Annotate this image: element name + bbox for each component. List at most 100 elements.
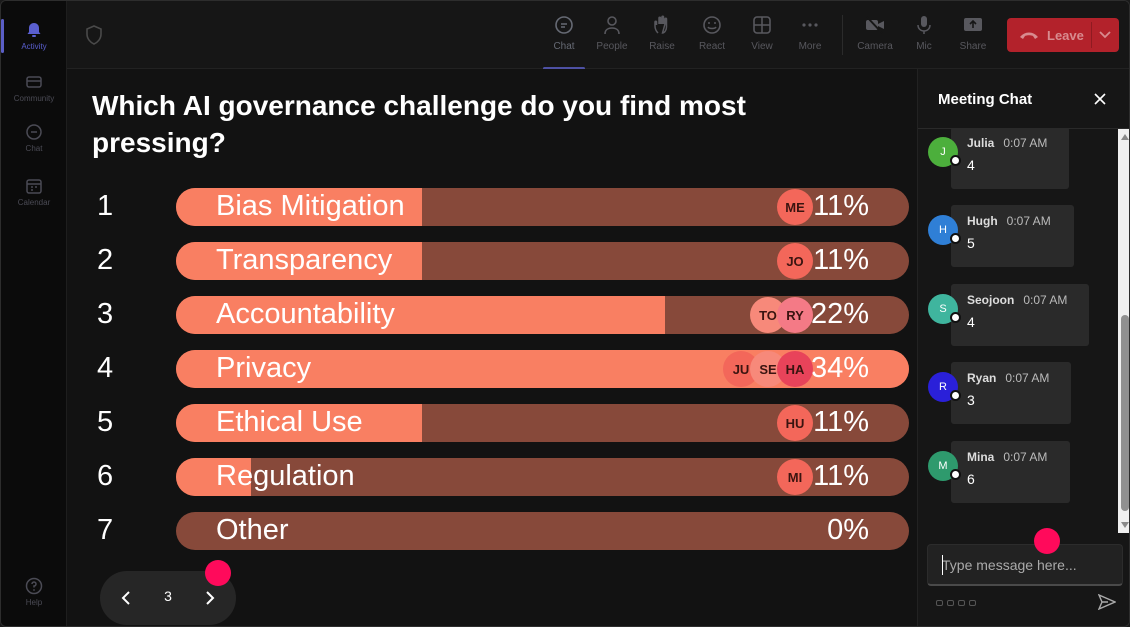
message-text: 3	[967, 392, 975, 408]
attach-icon[interactable]	[947, 600, 954, 606]
option-bar: Bias Mitigation ME 11%	[176, 188, 909, 226]
option-number: 5	[97, 406, 114, 438]
poll-option-row: 4 Privacy JU SE HA 34%	[67, 350, 917, 388]
chat-message: Seojoon 0:07 AM 4 S	[918, 284, 1118, 348]
poll-option-row: 2 Transparency JO 11%	[67, 242, 917, 280]
option-percent: 0%	[827, 514, 869, 546]
react-button[interactable]: React	[691, 9, 733, 63]
rail-label: Community	[13, 93, 55, 103]
chat-messages[interactable]: Julia 0:07 AM 4 J Hugh 0:07 AM 5 H Seojoon 0:07 A…	[918, 129, 1118, 533]
scroll-up-arrow[interactable]	[1121, 134, 1129, 140]
voter-avatar[interactable]: JO	[777, 243, 813, 279]
scroll-down-arrow[interactable]	[1121, 522, 1129, 528]
message-time: 0:07 AM	[1003, 450, 1048, 464]
scroll-thumb[interactable]	[1121, 315, 1129, 511]
poll-option-row: 6 Regulation MI 11%	[67, 458, 917, 496]
option-percent: 11%	[813, 190, 869, 222]
option-number: 6	[97, 460, 114, 492]
rail-item-chat[interactable]: Chat	[5, 111, 63, 163]
option-number: 2	[97, 244, 114, 276]
presence-status-dot	[950, 233, 961, 244]
rail-item-activity[interactable]: Activity	[1, 9, 63, 61]
chat-message: Hugh 0:07 AM 5 H	[918, 205, 1118, 269]
option-number: 7	[97, 514, 114, 546]
view-button[interactable]: View	[741, 9, 783, 63]
left-rail: Activity Community Chat Calendar Help	[1, 1, 67, 626]
voter-avatar[interactable]: HU	[777, 405, 813, 441]
option-percent: 11%	[813, 406, 869, 438]
rail-item-calendar[interactable]: Calendar	[5, 165, 63, 217]
message-bubble[interactable]: Mina 0:07 AM 6	[951, 441, 1070, 503]
message-input[interactable]	[942, 555, 1112, 575]
raise-hand-button[interactable]: Raise	[641, 9, 683, 63]
community-icon	[24, 72, 44, 92]
voter-avatars: HU	[777, 405, 813, 441]
voter-avatar[interactable]: MI	[777, 459, 813, 495]
option-bar: Other 0%	[176, 512, 909, 550]
more-button[interactable]: More	[789, 9, 831, 63]
sender-name: Julia	[967, 136, 995, 150]
voter-avatar[interactable]: HA	[777, 351, 813, 387]
option-label: Privacy	[216, 352, 312, 384]
message-time: 0:07 AM	[1005, 371, 1050, 385]
option-bar-fill	[176, 404, 422, 442]
meeting-toolbar: Chat People Raise React View	[67, 1, 1129, 70]
rail-item-community[interactable]: Community	[5, 61, 63, 113]
share-button-label: Share	[959, 41, 987, 52]
chat-message: Ryan 0:07 AM 3 R	[918, 362, 1118, 426]
message-time: 0:07 AM	[1003, 136, 1048, 150]
camera-button-label: Camera	[857, 41, 893, 52]
sender-name: Hugh	[967, 214, 998, 228]
message-bubble[interactable]: Ryan 0:07 AM 3	[951, 362, 1071, 424]
avatar[interactable]: M	[928, 451, 958, 481]
rail-label: Chat	[25, 143, 43, 153]
leave-label: Leave	[1047, 27, 1084, 43]
message-compose[interactable]	[927, 544, 1123, 586]
close-icon[interactable]	[1092, 91, 1108, 107]
option-bar: Privacy JU SE HA 34%	[176, 350, 909, 388]
voter-avatars: ME	[777, 189, 813, 225]
leave-divider	[1091, 22, 1092, 48]
chat-message: Mina 0:07 AM 6 M	[918, 441, 1118, 505]
option-label: Other	[216, 514, 289, 546]
chevron-down-icon[interactable]	[1098, 27, 1112, 41]
message-bubble[interactable]: Hugh 0:07 AM 5	[951, 205, 1074, 267]
help-icon	[24, 576, 44, 596]
view-button-label: View	[751, 41, 773, 52]
react-button-label: React	[698, 41, 726, 52]
presence-status-dot	[950, 155, 961, 166]
camera-button[interactable]: Camera	[854, 9, 896, 63]
raise-button-label: Raise	[649, 41, 675, 52]
option-number: 1	[97, 190, 114, 222]
chat-header: Meeting Chat	[918, 69, 1129, 129]
leave-button[interactable]: Leave	[1007, 18, 1119, 52]
chat-button-label: Chat	[553, 41, 575, 52]
poll-option-row: 1 Bias Mitigation ME 11%	[67, 188, 917, 226]
chat-button[interactable]: Chat	[543, 9, 585, 70]
voter-avatar[interactable]: ME	[777, 189, 813, 225]
message-bubble[interactable]: Julia 0:07 AM 4	[951, 129, 1069, 189]
chat-scrollbar[interactable]	[1118, 129, 1129, 533]
emoji-icon[interactable]	[958, 600, 965, 606]
send-icon[interactable]	[1097, 593, 1117, 611]
option-number: 3	[97, 298, 114, 330]
people-button-label: People	[596, 41, 628, 52]
format-icon[interactable]	[936, 600, 943, 606]
people-button[interactable]: People	[591, 9, 633, 63]
chevron-right-icon[interactable]	[200, 588, 220, 608]
shield-icon	[85, 25, 103, 45]
gif-icon[interactable]	[969, 600, 976, 606]
option-percent: 11%	[813, 460, 869, 492]
option-bar: Regulation MI 11%	[176, 458, 909, 496]
chevron-left-icon[interactable]	[116, 588, 136, 608]
voter-avatar[interactable]: RY	[777, 297, 813, 333]
sender-name: Seojoon	[967, 293, 1015, 307]
share-button[interactable]: Share	[952, 9, 994, 63]
person-icon	[601, 14, 623, 36]
voter-avatars	[804, 513, 813, 549]
poll-panel: Which AI governance challenge do you fin…	[67, 69, 917, 626]
rail-item-help[interactable]: Help	[5, 565, 63, 617]
mic-button[interactable]: Mic	[903, 9, 945, 63]
message-bubble[interactable]: Seojoon 0:07 AM 4	[951, 284, 1089, 346]
